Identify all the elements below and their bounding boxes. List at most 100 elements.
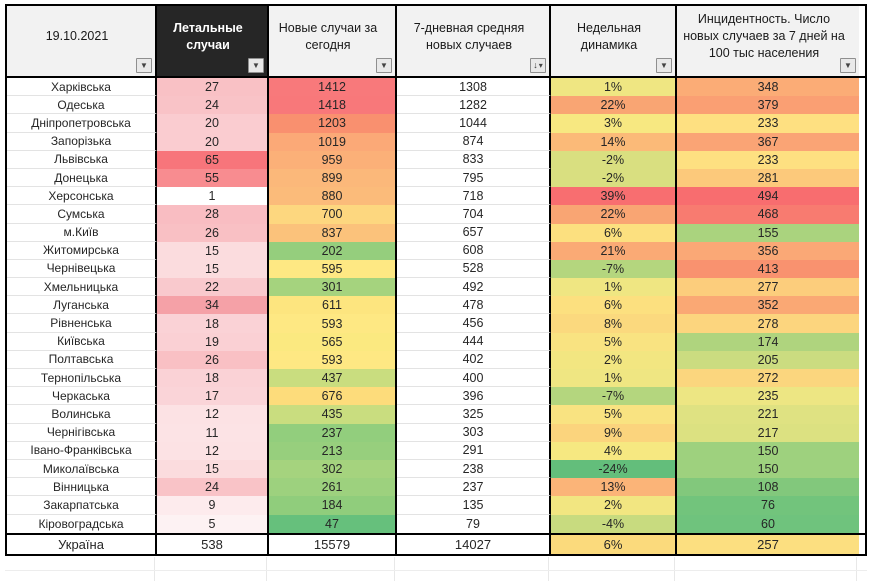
cell-deaths[interactable]: 24 bbox=[157, 478, 269, 497]
cell-region[interactable]: Одеська bbox=[7, 96, 157, 115]
cell-7day-avg[interactable]: 291 bbox=[397, 441, 551, 460]
cell-region[interactable]: Рівненська bbox=[7, 314, 157, 333]
filter-sorted-desc-icon[interactable]: ↓ ▾ bbox=[530, 58, 546, 73]
cell-deaths[interactable]: 22 bbox=[157, 278, 269, 297]
cell-weekly-dynamics[interactable]: 14% bbox=[551, 132, 677, 151]
cell-deaths[interactable]: 11 bbox=[157, 423, 269, 442]
cell-weekly-dynamics[interactable]: -2% bbox=[551, 150, 677, 169]
cell-deaths[interactable]: 20 bbox=[157, 132, 269, 151]
cell-deaths[interactable]: 26 bbox=[157, 350, 269, 369]
cell-new-cases[interactable]: 959 bbox=[269, 150, 397, 169]
cell-weekly-dynamics[interactable]: 2% bbox=[551, 350, 677, 369]
cell-weekly-dynamics[interactable]: 1% bbox=[551, 78, 677, 97]
cell-weekly-dynamics[interactable]: 22% bbox=[551, 96, 677, 115]
cell-new-cases[interactable]: 213 bbox=[269, 441, 397, 460]
cell-region[interactable]: Львівська bbox=[7, 150, 157, 169]
cell-weekly-dynamics[interactable]: 5% bbox=[551, 332, 677, 351]
cell-weekly-dynamics[interactable]: 1% bbox=[551, 369, 677, 388]
cell-7day-avg[interactable]: 456 bbox=[397, 314, 551, 333]
cell-region[interactable]: Донецька bbox=[7, 168, 157, 188]
cell-incidence[interactable]: 367 bbox=[677, 132, 859, 151]
cell-deaths[interactable]: 20 bbox=[157, 114, 269, 133]
cell-new-cases[interactable]: 435 bbox=[269, 405, 397, 424]
cell-incidence[interactable]: 76 bbox=[677, 496, 859, 515]
cell-deaths[interactable]: 17 bbox=[157, 387, 269, 406]
header-cell-weekly-dynamics[interactable]: Недельная динамика ▼ bbox=[551, 6, 677, 76]
cell-region[interactable]: Чернівецька bbox=[7, 259, 157, 279]
cell-incidence[interactable]: 221 bbox=[677, 405, 859, 424]
cell-incidence[interactable]: 278 bbox=[677, 314, 859, 333]
cell-7day-avg[interactable]: 608 bbox=[397, 241, 551, 260]
cell-7day-avg[interactable]: 478 bbox=[397, 296, 551, 315]
cell-new-cases[interactable]: 437 bbox=[269, 369, 397, 388]
cell-7day-avg[interactable]: 492 bbox=[397, 278, 551, 297]
cell-region[interactable]: Дніпропетровська bbox=[7, 114, 157, 133]
filter-dropdown-icon[interactable]: ▼ bbox=[376, 58, 392, 73]
cell-weekly-dynamics[interactable]: -7% bbox=[551, 387, 677, 406]
cell-weekly-dynamics[interactable]: -2% bbox=[551, 168, 677, 188]
cell-incidence[interactable]: 379 bbox=[677, 96, 859, 115]
cell-region[interactable]: Волинська bbox=[7, 405, 157, 424]
cell-total-new-cases[interactable]: 15579 bbox=[269, 534, 397, 554]
cell-7day-avg[interactable]: 79 bbox=[397, 514, 551, 533]
cell-7day-avg[interactable]: 402 bbox=[397, 350, 551, 369]
cell-deaths[interactable]: 19 bbox=[157, 332, 269, 351]
cell-incidence[interactable]: 494 bbox=[677, 187, 859, 206]
cell-weekly-dynamics[interactable]: 6% bbox=[551, 223, 677, 242]
cell-weekly-dynamics[interactable]: 13% bbox=[551, 478, 677, 497]
cell-deaths[interactable]: 5 bbox=[157, 514, 269, 533]
cell-incidence[interactable]: 155 bbox=[677, 223, 859, 242]
cell-incidence[interactable]: 108 bbox=[677, 478, 859, 497]
cell-region[interactable]: Івано-Франківська bbox=[7, 441, 157, 460]
cell-incidence[interactable]: 217 bbox=[677, 423, 859, 442]
cell-incidence[interactable]: 356 bbox=[677, 241, 859, 260]
cell-7day-avg[interactable]: 238 bbox=[397, 459, 551, 479]
cell-incidence[interactable]: 468 bbox=[677, 205, 859, 224]
cell-weekly-dynamics[interactable]: 8% bbox=[551, 314, 677, 333]
cell-new-cases[interactable]: 595 bbox=[269, 259, 397, 279]
cell-7day-avg[interactable]: 1282 bbox=[397, 96, 551, 115]
cell-weekly-dynamics[interactable]: 2% bbox=[551, 496, 677, 515]
cell-7day-avg[interactable]: 400 bbox=[397, 369, 551, 388]
cell-region[interactable]: Сумська bbox=[7, 205, 157, 224]
cell-region[interactable]: Черкаська bbox=[7, 387, 157, 406]
cell-region[interactable]: Закарпатська bbox=[7, 496, 157, 515]
cell-incidence[interactable]: 235 bbox=[677, 387, 859, 406]
cell-incidence[interactable]: 277 bbox=[677, 278, 859, 297]
cell-weekly-dynamics[interactable]: 4% bbox=[551, 441, 677, 460]
cell-weekly-dynamics[interactable]: 5% bbox=[551, 405, 677, 424]
cell-deaths[interactable]: 28 bbox=[157, 205, 269, 224]
filter-dropdown-icon[interactable]: ▼ bbox=[656, 58, 672, 73]
cell-incidence[interactable]: 150 bbox=[677, 459, 859, 479]
filter-dropdown-icon[interactable]: ▼ bbox=[136, 58, 152, 73]
cell-incidence[interactable]: 352 bbox=[677, 296, 859, 315]
cell-region[interactable]: Харківська bbox=[7, 78, 157, 97]
cell-new-cases[interactable]: 837 bbox=[269, 223, 397, 242]
cell-total-deaths[interactable]: 538 bbox=[157, 534, 269, 554]
cell-weekly-dynamics[interactable]: 39% bbox=[551, 187, 677, 206]
cell-new-cases[interactable]: 593 bbox=[269, 350, 397, 369]
cell-deaths[interactable]: 18 bbox=[157, 314, 269, 333]
cell-total-incidence[interactable]: 257 bbox=[677, 534, 859, 554]
cell-region[interactable]: Запорізька bbox=[7, 132, 157, 151]
cell-incidence[interactable]: 60 bbox=[677, 514, 859, 533]
cell-deaths[interactable]: 1 bbox=[157, 187, 269, 206]
cell-deaths[interactable]: 55 bbox=[157, 168, 269, 188]
cell-region[interactable]: Чернігівська bbox=[7, 423, 157, 442]
cell-new-cases[interactable]: 237 bbox=[269, 423, 397, 442]
header-cell-deaths[interactable]: Летальные случаи ▼ bbox=[157, 6, 269, 76]
cell-incidence[interactable]: 272 bbox=[677, 369, 859, 388]
cell-new-cases[interactable]: 880 bbox=[269, 187, 397, 206]
cell-new-cases[interactable]: 700 bbox=[269, 205, 397, 224]
cell-region[interactable]: Полтавська bbox=[7, 350, 157, 369]
cell-incidence[interactable]: 205 bbox=[677, 350, 859, 369]
cell-7day-avg[interactable]: 325 bbox=[397, 405, 551, 424]
cell-incidence[interactable]: 233 bbox=[677, 114, 859, 133]
cell-7day-avg[interactable]: 303 bbox=[397, 423, 551, 442]
cell-7day-avg[interactable]: 718 bbox=[397, 187, 551, 206]
cell-7day-avg[interactable]: 135 bbox=[397, 496, 551, 515]
cell-weekly-dynamics[interactable]: -24% bbox=[551, 459, 677, 479]
cell-7day-avg[interactable]: 1308 bbox=[397, 78, 551, 97]
cell-deaths[interactable]: 15 bbox=[157, 241, 269, 260]
cell-7day-avg[interactable]: 704 bbox=[397, 205, 551, 224]
